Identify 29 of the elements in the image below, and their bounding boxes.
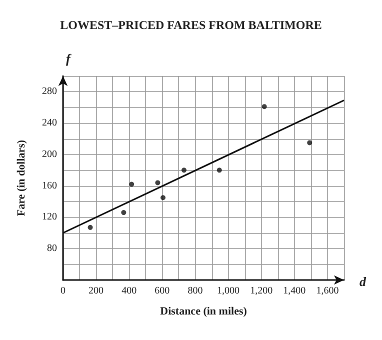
y-tick-label: 120: [42, 212, 57, 223]
y-tick-label: 280: [42, 86, 57, 98]
point: [160, 195, 166, 200]
x-tick-label: 400: [122, 286, 137, 296]
x-tick-label: 1,000: [217, 286, 240, 296]
x-tick-label: 1,400: [283, 286, 306, 296]
x-tick-label: 0: [60, 286, 66, 296]
point: [129, 182, 134, 187]
x-tick-label: 1,200: [250, 286, 273, 296]
y-tick-label: 240: [42, 118, 57, 129]
point: [216, 168, 222, 173]
point: [307, 140, 312, 146]
point: [88, 224, 93, 230]
text: d: [360, 274, 366, 289]
x-tick-label: 1,600: [316, 286, 339, 296]
text: f: [66, 51, 72, 66]
y-axis-title: Fare (in dollars): [16, 140, 28, 216]
chart-title: LOWEST–PRICED FARES FROM BALTIMORE: [60, 18, 322, 32]
x-tick-label: 800: [188, 286, 203, 296]
point: [182, 168, 186, 173]
x-tick-label: 600: [154, 286, 170, 296]
y-tick-label: 200: [42, 148, 57, 160]
x-axis-title: Distance (in miles): [160, 306, 248, 318]
y-tick-label: 80: [47, 243, 57, 254]
point: [155, 180, 160, 186]
y-tick-label: 160: [42, 180, 57, 192]
point: [121, 210, 126, 216]
x-tick-label: 200: [88, 286, 104, 296]
point: [262, 104, 267, 110]
